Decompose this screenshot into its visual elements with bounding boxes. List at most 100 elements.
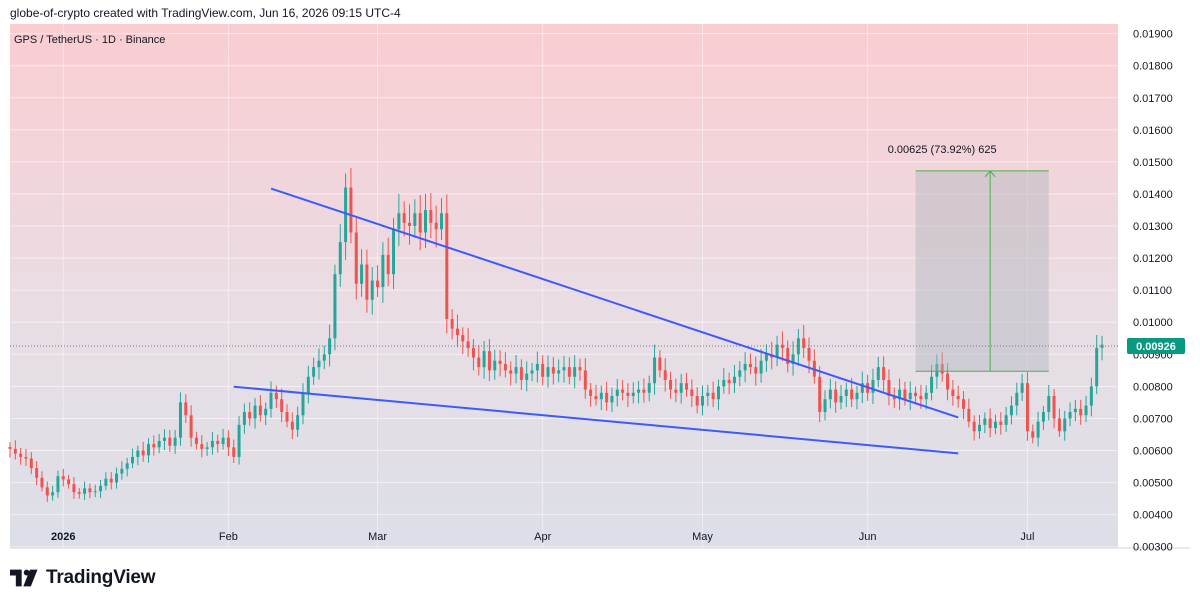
price-tick-label: 0.01900 <box>1133 29 1173 41</box>
candle-body <box>706 392 710 396</box>
price-axis: 0.01900 0.01800 0.01700 0.01600 0.01500 0.014… <box>1127 29 1185 554</box>
lower-trendline[interactable] <box>233 385 959 455</box>
candle-body <box>674 389 678 393</box>
candle-body <box>115 473 119 483</box>
candle-body <box>562 367 566 371</box>
candle-body <box>210 440 214 448</box>
candle-body <box>962 399 966 409</box>
candle-body <box>216 440 220 445</box>
candle-body <box>424 209 427 233</box>
candle-body <box>546 367 550 377</box>
candle-body <box>924 392 928 400</box>
candle-body <box>317 360 321 368</box>
candle-body <box>1068 412 1072 419</box>
candle-body <box>24 456 28 459</box>
candle-body <box>791 354 795 364</box>
price-tick-label: 0.01000 <box>1133 317 1173 329</box>
candle-body <box>125 463 129 469</box>
price-chart[interactable]: 2026 Feb Mar Apr May Jun Jul 0.00625 (73.92%) … <box>0 0 1200 560</box>
candle-body <box>285 412 289 422</box>
candle-body <box>951 389 955 396</box>
candle-body <box>376 280 380 287</box>
candle-body <box>487 351 491 371</box>
tradingview-brand[interactable]: TradingView <box>10 567 156 589</box>
candle-body <box>386 254 390 275</box>
candle-body <box>77 492 81 494</box>
candle-body <box>471 347 475 358</box>
candle-body <box>322 354 326 361</box>
candle-body <box>1004 415 1008 425</box>
candle-body <box>839 395 843 403</box>
candle-body <box>626 392 630 396</box>
candle-body <box>599 392 603 400</box>
candle-body <box>711 392 715 400</box>
candle-body <box>1084 405 1088 416</box>
candle-body <box>1052 395 1056 419</box>
candle-body <box>152 444 156 448</box>
candle-body <box>892 395 896 400</box>
candle-body <box>1079 408 1083 416</box>
current-price-badge <box>1127 337 1185 354</box>
candle-body <box>935 363 939 377</box>
candle-body <box>908 392 912 400</box>
candle-body <box>88 488 92 493</box>
candle-body <box>162 437 166 441</box>
chart-caption: globe-of-crypto created with TradingView… <box>10 6 401 20</box>
candle-body <box>147 444 150 456</box>
upper-trendline[interactable] <box>270 187 959 419</box>
price-range-box[interactable] <box>915 170 1049 372</box>
candle-body <box>280 399 284 413</box>
candle-body <box>637 389 641 393</box>
candle-body <box>493 360 497 371</box>
candle-body <box>535 363 539 371</box>
candle-body <box>876 367 880 380</box>
candle-body <box>748 363 752 368</box>
candle-body <box>221 437 225 445</box>
candle-body <box>56 476 60 493</box>
candle-body <box>1015 392 1019 406</box>
candle-body <box>184 402 188 416</box>
candle-body <box>503 363 507 371</box>
candle-body <box>786 347 790 364</box>
candle-body <box>1095 347 1099 387</box>
candle-body <box>168 437 172 446</box>
candle-body <box>1057 418 1061 432</box>
price-tick-label: 0.00600 <box>1133 446 1173 458</box>
candle-body <box>828 389 832 400</box>
time-tick-label: Jun <box>859 531 877 543</box>
candle-body <box>738 370 742 377</box>
candle-body <box>354 232 358 284</box>
candle-body <box>818 376 822 413</box>
price-tick-label: 0.01300 <box>1133 221 1173 233</box>
candle-body <box>605 392 609 403</box>
candle-body <box>312 367 316 377</box>
price-tick-label: 0.00400 <box>1133 510 1173 522</box>
candle-body <box>83 488 87 494</box>
time-tick-label: Jul <box>1020 531 1034 543</box>
candle-body <box>344 187 348 243</box>
candle-body <box>402 213 406 223</box>
candle-body <box>173 437 177 446</box>
candle-body <box>610 395 614 403</box>
candle-body <box>131 456 135 464</box>
candle-body <box>669 379 673 390</box>
candle-body <box>972 421 976 432</box>
candle-body <box>903 389 907 400</box>
candle-body <box>796 338 800 355</box>
candle-body <box>993 421 997 429</box>
candle-body <box>413 213 417 227</box>
candle-body <box>392 229 396 275</box>
candle-body <box>663 370 667 380</box>
candle-body <box>242 412 246 425</box>
price-tick-label: 0.01700 <box>1133 93 1173 105</box>
candle-body <box>8 446 12 449</box>
candle-body <box>99 485 103 492</box>
candle-body <box>40 477 44 488</box>
candle-body <box>418 213 422 233</box>
candle-body <box>578 367 582 371</box>
candle-body <box>988 418 992 429</box>
time-axis: 2026 Feb Mar Apr May Jun Jul <box>51 531 1034 543</box>
candle-body <box>999 421 1003 425</box>
candle-body <box>455 328 459 336</box>
candle-body <box>780 344 784 348</box>
